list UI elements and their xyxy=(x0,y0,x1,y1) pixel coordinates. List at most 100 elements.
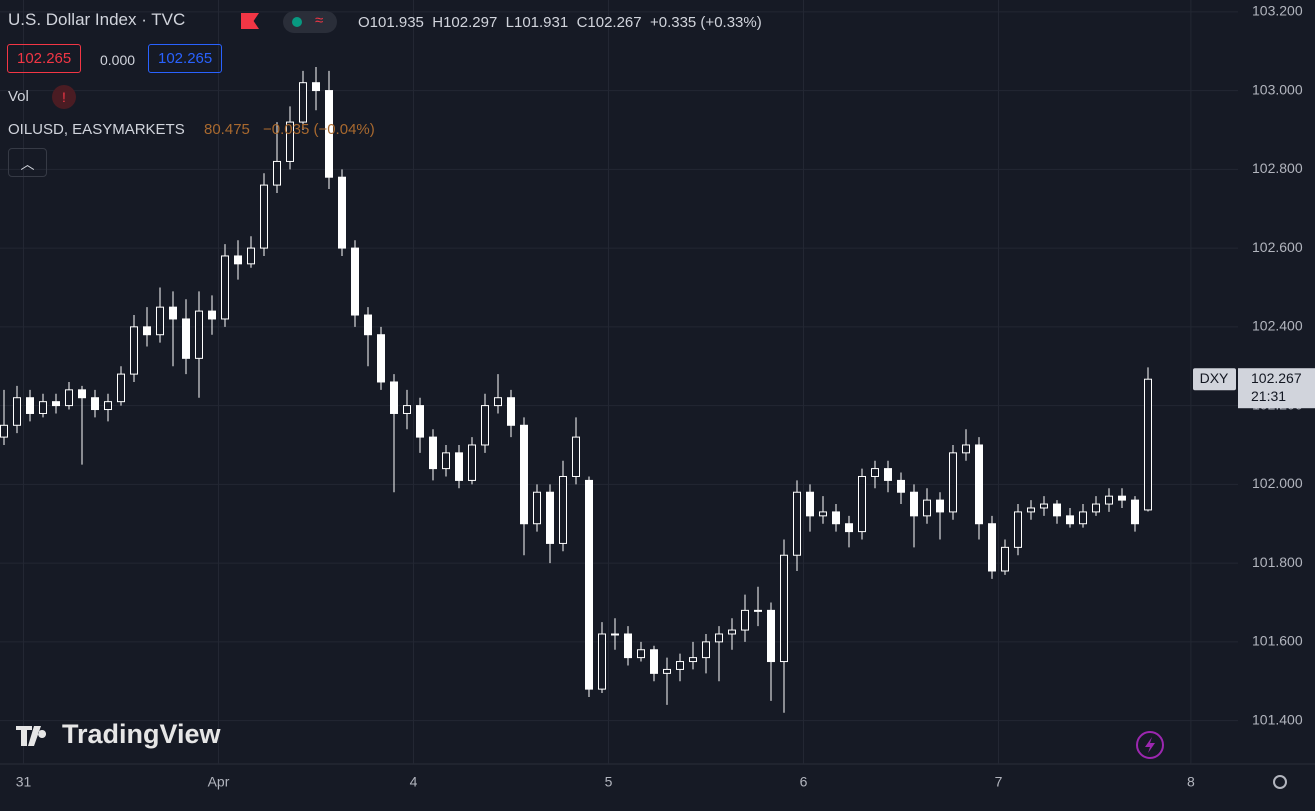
collapse-button[interactable]: ︿ xyxy=(8,148,47,177)
candle-body xyxy=(741,609,749,631)
candle-body xyxy=(429,436,437,470)
x-tick-label: 5 xyxy=(605,774,613,790)
candle-body xyxy=(559,475,567,544)
candle-body xyxy=(585,479,593,690)
plot: 101.400101.600101.800102.000102.200102.4… xyxy=(0,0,1315,790)
overlay-price: 80.475 xyxy=(204,121,250,138)
candle-body xyxy=(130,326,138,375)
candle-body xyxy=(936,499,944,513)
countdown: 21:31 xyxy=(1251,388,1286,404)
candle-body xyxy=(1105,495,1113,505)
candle-body xyxy=(468,444,476,481)
candle-body xyxy=(689,657,697,663)
x-tick-label: 31 xyxy=(16,774,32,790)
candle-body xyxy=(364,314,372,336)
candle-body xyxy=(143,326,151,336)
status-pill[interactable]: ≈ xyxy=(283,11,337,33)
candle-body xyxy=(208,310,216,320)
candle-body xyxy=(923,499,931,517)
candle-body xyxy=(52,401,60,407)
candle-body xyxy=(1027,507,1035,513)
candle-body xyxy=(1066,515,1074,525)
candle-body xyxy=(221,255,229,320)
symbol-tag-bg xyxy=(1193,368,1236,391)
x-tick-label: 8 xyxy=(1187,774,1195,790)
y-tick-label: 102.600 xyxy=(1252,239,1303,255)
candle-body xyxy=(117,373,125,403)
y-tick-label: 101.800 xyxy=(1252,554,1303,570)
spread: 0.000 xyxy=(100,52,136,68)
candle-body xyxy=(1040,503,1048,509)
title: U.S. Dollar Index · TVC xyxy=(8,10,186,29)
candle-body xyxy=(572,436,580,477)
price-tag: 102.267 xyxy=(1251,370,1302,386)
candle-body xyxy=(767,609,775,663)
candle-body xyxy=(1131,499,1139,525)
candle-body xyxy=(273,160,281,186)
candle-body xyxy=(1092,503,1100,513)
candle-body xyxy=(169,306,177,320)
settings-icon[interactable] xyxy=(1273,775,1287,789)
candle-body xyxy=(1014,511,1022,548)
x-tick-label: 6 xyxy=(800,774,808,790)
candle-body xyxy=(949,452,957,513)
open: O101.935 xyxy=(358,14,424,31)
candle-body xyxy=(702,641,710,659)
candle-body xyxy=(520,424,528,525)
candle-body xyxy=(1053,503,1061,517)
close: C102.267 xyxy=(576,14,642,31)
candle-body xyxy=(806,491,814,517)
y-tick-label: 101.600 xyxy=(1252,633,1303,649)
flag[interactable] xyxy=(241,13,259,29)
y-tick-label: 102.400 xyxy=(1252,318,1303,334)
candle-body xyxy=(871,468,879,477)
candle-body xyxy=(780,554,788,663)
candle-body xyxy=(910,491,918,517)
candle-body xyxy=(884,468,892,481)
symbol-tag: DXY xyxy=(1200,370,1229,386)
candle-body xyxy=(325,90,333,178)
candle-body xyxy=(507,397,515,426)
x-tick-label: 4 xyxy=(410,774,418,790)
change: +0.335 (+0.33%) xyxy=(649,14,762,31)
ask-button[interactable]: 102.265 xyxy=(148,44,223,73)
candle-body xyxy=(377,334,385,383)
candle-body xyxy=(416,405,424,438)
candle-body xyxy=(442,452,450,470)
candle-body xyxy=(234,255,242,265)
low: L101.931 xyxy=(505,14,569,31)
price-tag-bg xyxy=(1238,368,1315,409)
candle-body xyxy=(65,389,73,407)
candle-body xyxy=(962,444,970,454)
candle-body xyxy=(286,121,294,162)
candle-body xyxy=(754,609,762,612)
candle-body xyxy=(312,82,320,92)
tv-logo xyxy=(16,726,47,746)
candle-body xyxy=(494,397,502,407)
candle-body xyxy=(533,491,541,525)
bid-button[interactable]: 102.265 xyxy=(7,44,82,73)
y-tick-label: 101.400 xyxy=(1252,711,1303,727)
candle-body xyxy=(0,424,8,438)
overlay-change: −0.035 (−0.04%) xyxy=(263,121,375,138)
candle-body xyxy=(663,668,671,674)
watermark: TradingView xyxy=(62,719,222,749)
vol-warning[interactable]: ! xyxy=(52,85,76,109)
candle-body xyxy=(819,511,827,517)
y-tick-label: 103.200 xyxy=(1252,3,1303,19)
candle-body xyxy=(13,397,21,426)
candle-body xyxy=(676,661,684,670)
alert-icon[interactable] xyxy=(1136,731,1164,759)
high: H102.297 xyxy=(432,14,498,31)
candle-body xyxy=(793,491,801,556)
candle-body xyxy=(299,82,307,123)
candle-body xyxy=(39,401,47,414)
candle-body xyxy=(260,184,268,249)
candle-body xyxy=(351,247,359,316)
candle-body xyxy=(182,318,190,359)
candle-body xyxy=(715,633,723,643)
y-tick-label: 102.800 xyxy=(1252,160,1303,176)
candle-body xyxy=(611,633,619,636)
candle-body xyxy=(650,649,658,674)
